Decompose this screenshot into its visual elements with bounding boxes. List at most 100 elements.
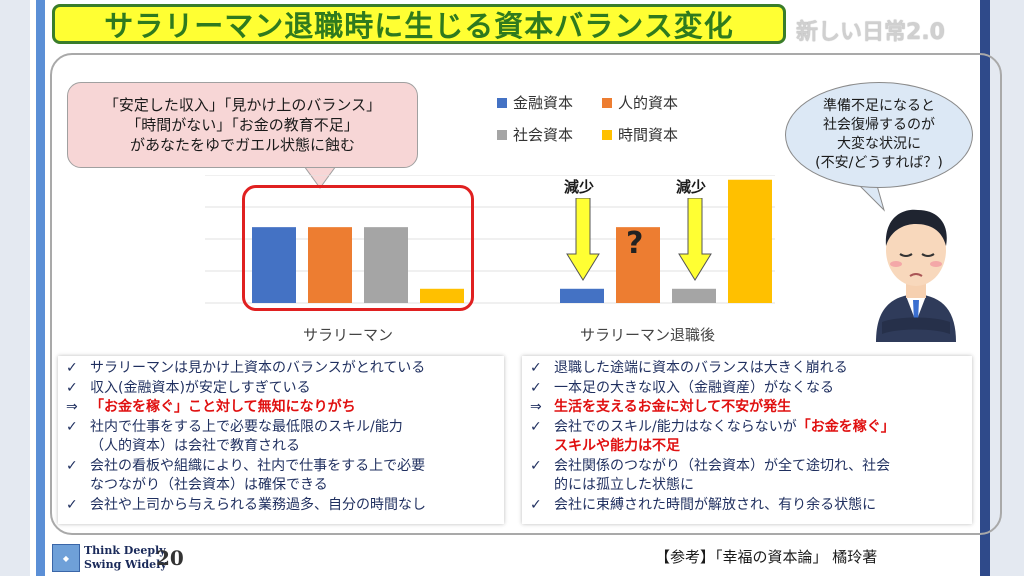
bubble-left-line: 「時間がない」「お金の教育不足」 <box>126 116 359 134</box>
reference-text: 【参考】「幸福の資本論」 橘玲著 <box>655 548 878 566</box>
question-mark: ? <box>626 226 644 261</box>
list-indent <box>530 476 554 496</box>
list-item: 的には孤立した状態に <box>530 476 972 496</box>
list-item-text: 会社でのスキル/能力はなくならないが <box>554 418 797 435</box>
left-accent-stripe <box>36 0 45 576</box>
legend-item: 人的資本 <box>602 92 678 113</box>
page-title: サラリーマン退職時に生じる資本バランス変化 <box>104 9 734 43</box>
title-banner: サラリーマン退職時に生じる資本バランス変化 <box>52 4 786 44</box>
arrow-icon: ⇒ <box>66 399 78 415</box>
right-bullet-list: ✓ 退職した途端に資本のバランスは大きく崩れる ✓ 一本足の大きな収入（金融資産）が… <box>522 356 972 524</box>
list-indent <box>66 437 90 457</box>
content-frame <box>50 53 1002 535</box>
legend-swatch <box>602 129 612 140</box>
category-label: サラリーマン <box>303 326 394 344</box>
list-item-text: 会社関係のつながり（社会資本）が全て途切れ、社会 <box>554 457 891 474</box>
list-item: ✓ 一本足の大きな収入（金融資産）がなくなる <box>530 379 972 399</box>
bubble-left-line: があなたをゆでガエル状態に蝕む <box>129 136 355 154</box>
list-item-text: 的には孤立した状態に <box>554 477 694 493</box>
list-item: ⇒ 「お金を稼ぐ」こと対して無知になりがち <box>66 398 504 418</box>
brand-logo: ◆ <box>52 544 80 572</box>
bar-社会資本 <box>364 227 408 303</box>
bubble-right-line: 大変な状況に <box>837 136 921 152</box>
list-item: ✓ 会社関係のつながり（社会資本）が全て途切れ、社会 <box>530 457 972 477</box>
list-item: （人的資本）は会社で教育される <box>66 437 504 457</box>
list-item: ✓ 会社の看板や組織により、社内で仕事をする上で必要 <box>66 457 504 477</box>
page-number: 20 <box>156 546 184 570</box>
right-accent-stripe <box>980 0 990 576</box>
legend-label: 人的資本 <box>618 94 679 112</box>
list-item: スキルや能力は不足 <box>530 437 972 457</box>
list-item-text: 会社に束縛された時間が解放され、有り余る状態に <box>554 496 877 513</box>
businessman-illustration <box>876 209 956 342</box>
legend-swatch <box>602 97 612 108</box>
list-item: ⇒ 生活を支えるお金に対して不安が発生 <box>530 398 972 418</box>
list-item-text: 社内で仕事をする上で必要な最低限のスキル/能力 <box>90 418 403 435</box>
list-item: ✓ 会社や上司から与えられる業務過多、自分の時間なし <box>66 496 504 516</box>
right-side-bar <box>990 0 1024 576</box>
check-icon: ✓ <box>66 418 78 435</box>
down-arrow-icon <box>566 198 600 281</box>
speech-bubble-right: 準備不足になると 社会復帰するのが 大変な状況に (不安/どうすれば？) <box>785 82 973 188</box>
check-icon: ✓ <box>66 379 78 396</box>
legend-label: 社会資本 <box>513 126 574 144</box>
list-item: ✓ 収入(金融資本)が安定しすぎている <box>66 379 504 399</box>
bubble-right-line: 準備不足になると <box>823 98 935 114</box>
check-icon: ✓ <box>530 457 542 474</box>
legend-label: 時間資本 <box>618 126 679 144</box>
logo-text: Swing Widely <box>84 558 167 571</box>
list-item-emphasis: 「お金を稼ぐ」 <box>796 418 895 435</box>
bar-社会資本 <box>672 288 716 303</box>
legend-swatch <box>497 129 507 140</box>
list-item-text: 「お金を稼ぐ」こと対して無知になりがち <box>90 399 356 415</box>
logo-text: Think Deeply <box>84 544 166 557</box>
list-indent <box>530 437 554 457</box>
legend-swatch <box>497 97 507 108</box>
list-item-text: 一本足の大きな収入（金融資産）がなくなる <box>554 379 834 396</box>
list-indent <box>66 476 90 496</box>
list-item-text: サラリーマンは見かけ上資本のバランスがとれている <box>90 360 426 376</box>
list-item-text: 会社や上司から与えられる業務過多、自分の時間なし <box>90 496 426 513</box>
legend-label: 金融資本 <box>513 94 574 112</box>
list-item: ✓ 社内で仕事をする上で必要な最低限のスキル/能力 <box>66 418 504 438</box>
bubble-right-line: 社会復帰するのが <box>823 117 935 133</box>
arrow-icon: ⇒ <box>530 399 542 415</box>
list-item: なつながり（社会資本）は確保できる <box>66 476 504 496</box>
list-item-text: 生活を支えるお金に対して不安が発生 <box>554 399 792 415</box>
list-item-text: 退職した途端に資本のバランスは大きく崩れる <box>554 360 848 376</box>
legend-item: 金融資本 <box>497 92 573 113</box>
list-item: ✓ 会社でのスキル/能力はなくならないが 「お金を稼ぐ」 <box>530 418 972 438</box>
speech-bubble-left: 「安定した収入」「見かけ上のバランス」 「時間がない」「お金の教育不足」 があな… <box>67 82 418 168</box>
left-bullet-list: ✓ サラリーマンは見かけ上資本のバランスがとれている ✓ 収入(金融資本)が安定しす… <box>58 356 504 524</box>
check-icon: ✓ <box>530 379 542 396</box>
bar-人的資本 <box>308 227 352 303</box>
check-icon: ✓ <box>530 496 542 513</box>
check-icon: ✓ <box>530 360 542 376</box>
check-icon: ✓ <box>530 418 542 435</box>
page-subtitle: 新しい日常2.0 <box>796 20 945 45</box>
list-item: ✓ 退職した途端に資本のバランスは大きく崩れる <box>530 359 972 379</box>
list-item-text: 会社の看板や組織により、社内で仕事をする上で必要 <box>90 457 426 474</box>
list-item-text: （人的資本）は会社で教育される <box>90 438 300 454</box>
list-item-text: なつながり（社会資本）は確保できる <box>90 477 328 493</box>
decrease-label: 減少 <box>564 178 595 196</box>
list-item: ✓ サラリーマンは見かけ上資本のバランスがとれている <box>66 359 504 379</box>
bar-時間資本 <box>728 179 772 303</box>
list-item-text: 収入(金融資本)が安定しすぎている <box>90 379 311 396</box>
highlight-box <box>242 185 474 311</box>
left-side-bar <box>0 0 30 576</box>
check-icon: ✓ <box>66 496 78 513</box>
bar-時間資本 <box>420 288 464 303</box>
legend-item: 社会資本 <box>497 124 573 145</box>
list-item: ✓ 会社に束縛された時間が解放され、有り余る状態に <box>530 496 972 516</box>
category-label: サラリーマン退職後 <box>580 326 716 344</box>
decrease-label: 減少 <box>676 178 707 196</box>
down-arrow-icon <box>678 198 712 281</box>
bubble-right-line: (不安/どうすれば？) <box>815 155 943 171</box>
bar-金融資本 <box>252 227 296 303</box>
check-icon: ✓ <box>66 360 78 376</box>
bar-人的資本 <box>616 227 660 303</box>
bubble-left-line: 「安定した収入」「見かけ上のバランス」 <box>103 96 382 114</box>
bar-金融資本 <box>560 288 604 303</box>
list-item-text: スキルや能力は不足 <box>554 438 680 454</box>
